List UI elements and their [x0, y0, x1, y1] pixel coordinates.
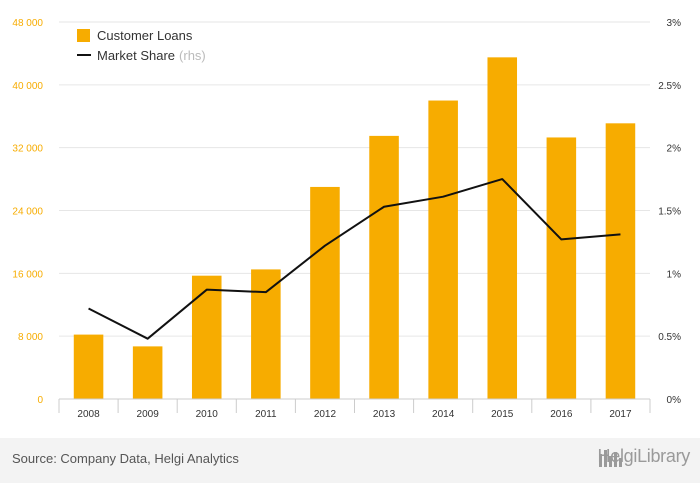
left-tick-label-5: 40 000	[12, 81, 43, 92]
right-tick-label-4: 2%	[667, 144, 682, 155]
legend-label-market-share-name: Market Share	[97, 48, 175, 63]
right-tick-label-5: 2.5%	[658, 81, 681, 92]
bar-2013	[369, 135, 399, 399]
legend-label-market-share-suffix: (rhs)	[179, 48, 206, 63]
legend: Customer Loans Market Share (rhs)	[77, 28, 206, 63]
bar-2008	[73, 334, 104, 399]
left-tick-label-3: 24 000	[12, 207, 43, 218]
x-tick-label-2009: 2009	[137, 409, 160, 420]
right-tick-label-3: 1.5%	[658, 207, 681, 218]
bar-2009	[132, 346, 163, 399]
legend-swatch-customer-loans	[77, 29, 90, 42]
x-tick-label-2010: 2010	[196, 409, 219, 420]
bar-series	[73, 57, 636, 400]
x-tick-label-2008: 2008	[77, 409, 100, 420]
bar-2014	[428, 100, 458, 400]
x-tick-label-2017: 2017	[609, 409, 632, 420]
right-tick-label-2: 1%	[667, 269, 682, 280]
bar-2015	[487, 57, 518, 399]
bar-2010	[191, 275, 222, 399]
left-tick-label-4: 32 000	[12, 144, 43, 155]
left-tick-label-0: 0	[37, 395, 43, 406]
bar-2012	[310, 186, 340, 399]
x-tick-label-2011: 2011	[255, 409, 277, 420]
left-tick-label-6: 48 000	[12, 18, 43, 29]
right-axis-tick-labels: 0% 0.5% 1% 1.5% 2% 2.5% 3%	[658, 18, 681, 406]
bar-2017	[605, 123, 636, 399]
x-axis-tick-labels: 2008 2009 2010 2011 2012 2013 2014 2015 2016 2017	[77, 409, 632, 420]
left-tick-label-1: 8 000	[18, 332, 43, 343]
line-series	[88, 178, 621, 340]
right-tick-label-1: 0.5%	[658, 332, 681, 343]
bar-2016	[546, 137, 577, 400]
left-tick-label-2: 16 000	[12, 269, 43, 280]
market-share-line	[88, 178, 621, 340]
source-note: Source: Company Data, Helgi Analytics	[12, 451, 239, 466]
legend-label-customer-loans: Customer Loans	[97, 28, 193, 43]
left-axis-tick-labels: 0 8 000 16 000 24 000 32 000 40 000 48 000	[12, 18, 43, 406]
x-tick-label-2014: 2014	[432, 409, 455, 420]
right-tick-label-6: 3%	[667, 18, 682, 29]
helgi-library-logo-icon	[598, 450, 622, 467]
x-tick-label-2013: 2013	[373, 409, 396, 420]
x-tick-label-2015: 2015	[491, 409, 514, 420]
footer-bar	[0, 438, 700, 483]
right-tick-label-0: 0%	[667, 395, 682, 406]
bar-2011	[251, 269, 281, 399]
brand[interactable]: HelgiLibrary	[598, 446, 690, 467]
x-tick-label-2012: 2012	[314, 409, 337, 420]
x-tick-label-2016: 2016	[550, 409, 573, 420]
legend-label-market-share: Market Share (rhs)	[97, 48, 206, 63]
axes	[58, 398, 651, 413]
